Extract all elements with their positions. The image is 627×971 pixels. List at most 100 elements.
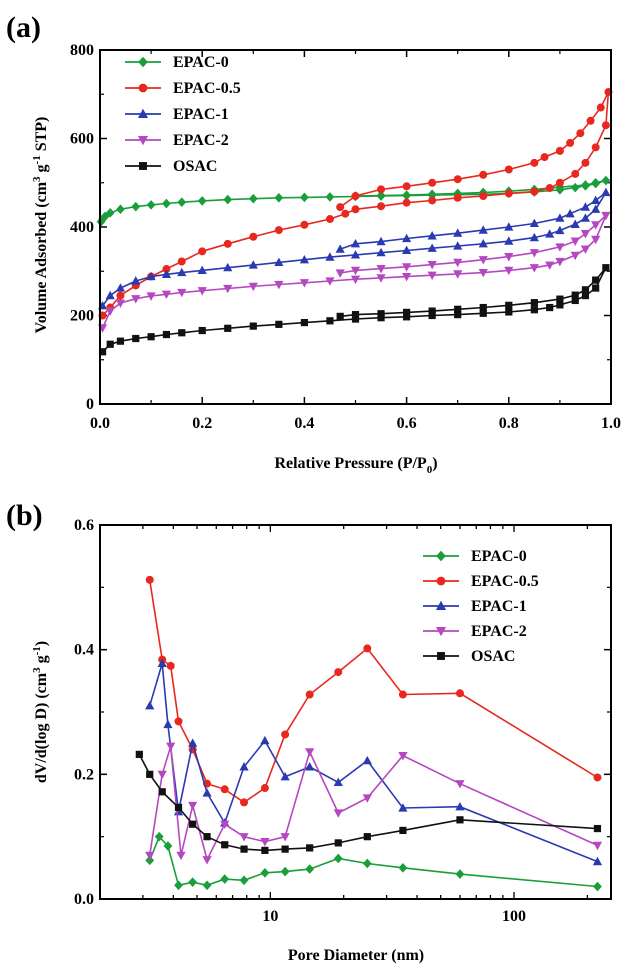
panel-b-data-point bbox=[334, 668, 343, 677]
panel-a-data-point bbox=[591, 235, 601, 245]
panel-a-data-point bbox=[428, 196, 437, 205]
panel-a-data-point bbox=[540, 153, 549, 162]
panel-a-data-point bbox=[545, 229, 555, 238]
panel-b-data-point bbox=[593, 773, 602, 782]
panel-a-data-point bbox=[427, 189, 437, 200]
panel-a-data-point bbox=[377, 185, 386, 194]
legend-label: EPAC-1 bbox=[173, 106, 229, 123]
panel-a-data-point bbox=[274, 192, 284, 203]
panel-a-data-point bbox=[377, 310, 385, 318]
panel-a-data-point bbox=[198, 326, 206, 335]
panel-a: (a) 0 200 400 600 800 0.0 0.2 0.4 0.6 0.8 1.0 EPAC… bbox=[6, 11, 621, 476]
panel-a-data-point bbox=[529, 232, 539, 242]
panel-a-data-point bbox=[479, 170, 488, 179]
panel-a-data-point bbox=[479, 309, 487, 317]
panel-a-data-point bbox=[403, 313, 411, 321]
panel-b-data-point bbox=[398, 690, 407, 699]
panel-a-data-point bbox=[530, 299, 538, 307]
panel-b-data-point bbox=[154, 831, 164, 842]
panel-b-ytick-label: 0.6 bbox=[74, 517, 94, 534]
panel-a-data-point bbox=[274, 226, 283, 235]
panel-a-data-point bbox=[402, 190, 411, 200]
panel-b-xtick-label: 100 bbox=[502, 908, 526, 925]
legend-label: EPAC-0.5 bbox=[173, 80, 241, 97]
panel-a-data-point bbox=[105, 208, 115, 218]
panel-a-data-point bbox=[545, 184, 554, 193]
panel-b-data-point bbox=[188, 801, 198, 811]
panel-a-data-point bbox=[427, 271, 437, 281]
panel-a-series-line-epac-0-5 bbox=[102, 91, 610, 317]
panel-b-data-point bbox=[333, 809, 343, 818]
legend-label: EPAC-0 bbox=[471, 548, 527, 565]
panel-a-data-point bbox=[300, 192, 309, 203]
panel-a-data-point bbox=[248, 193, 258, 204]
panel-a-data-point bbox=[376, 264, 386, 274]
panel-b-series-line-epac-2 bbox=[148, 746, 598, 862]
legend-label: EPAC-2 bbox=[471, 623, 527, 640]
panel-a-data-point bbox=[555, 146, 564, 155]
panel-a-data-point bbox=[161, 290, 172, 300]
panel-a-data-point bbox=[601, 211, 611, 221]
panel-a-data-point bbox=[402, 198, 411, 207]
panel-a-data-point bbox=[529, 249, 539, 258]
panel-a-series-line-osac bbox=[102, 267, 607, 353]
legend-marker bbox=[137, 136, 149, 146]
panel-a-data-point bbox=[601, 121, 610, 130]
panel-b-data-point bbox=[166, 742, 176, 752]
legend-marker bbox=[138, 83, 148, 93]
panel-b-ytick-label: 0.0 bbox=[74, 891, 94, 908]
panel-a-data-point bbox=[530, 187, 539, 196]
panel-b-data-point bbox=[174, 717, 183, 726]
panel-a-xlabel: Relative Pressure (P/P0) bbox=[274, 455, 437, 476]
panel-a-data-point bbox=[529, 218, 539, 228]
panel-a-data-point bbox=[115, 283, 126, 292]
panel-b-xlabel: Pore Diameter (nm) bbox=[288, 947, 424, 964]
panel-a-data-point bbox=[580, 213, 591, 222]
legend-marker bbox=[435, 600, 447, 610]
legend-marker bbox=[137, 108, 149, 118]
panel-a-data-point bbox=[116, 291, 125, 300]
panel-b-data-point bbox=[188, 738, 198, 747]
panel-a-data-point bbox=[601, 187, 611, 197]
panel-b-data-point bbox=[398, 752, 408, 761]
panel-b-data-point bbox=[189, 820, 197, 828]
panel-a-data-point bbox=[132, 334, 140, 343]
panel-b-data-point bbox=[362, 755, 372, 765]
panel-a-data-point bbox=[571, 291, 579, 299]
panel-b-data-point bbox=[260, 735, 270, 745]
panel-a-data-point bbox=[591, 221, 601, 230]
panel-b-data-point bbox=[281, 845, 289, 853]
panel-a-data-point bbox=[478, 256, 488, 265]
panel-b-data-point bbox=[399, 826, 407, 835]
panel-a-data-point bbox=[504, 189, 513, 198]
legend-marker bbox=[138, 56, 148, 68]
panel-a-data-point bbox=[556, 301, 564, 309]
panel-b-data-point bbox=[163, 841, 173, 851]
panel-a-data-point bbox=[427, 231, 437, 240]
panel-a-data-point bbox=[105, 290, 115, 300]
panel-a-data-point bbox=[555, 225, 565, 235]
panel-b-data-point bbox=[239, 833, 249, 842]
panel-a-data-point bbox=[376, 247, 386, 257]
panel-a-legend: EPAC-0 EPAC-0.5 EPAC-1 EPAC-2 OSAC bbox=[125, 54, 241, 175]
legend-label: EPAC-1 bbox=[471, 598, 527, 615]
legend-label: OSAC bbox=[471, 648, 515, 665]
panel-a-data-point bbox=[274, 280, 284, 290]
panel-b-data-point bbox=[220, 874, 230, 884]
panel-a-data-point bbox=[580, 202, 591, 211]
panel-a-data-point bbox=[131, 201, 141, 212]
panel-a-data-point bbox=[98, 348, 107, 356]
panel-a-frame bbox=[99, 49, 612, 405]
panel-b-data-point bbox=[221, 841, 229, 849]
panel-a-data-point bbox=[223, 284, 233, 294]
panel-a-data-point bbox=[224, 324, 232, 332]
panel-a-data-point bbox=[300, 318, 308, 327]
panel-a-data-point bbox=[570, 219, 580, 228]
panel-b-data-point bbox=[135, 750, 143, 758]
panel-a-data-point bbox=[570, 237, 580, 246]
panel-a-data-point bbox=[546, 303, 554, 312]
legend-marker bbox=[437, 652, 445, 660]
panel-a-data-point bbox=[601, 175, 611, 186]
legend-label: EPAC-0.5 bbox=[471, 573, 539, 590]
panel-a-data-point bbox=[505, 301, 513, 309]
